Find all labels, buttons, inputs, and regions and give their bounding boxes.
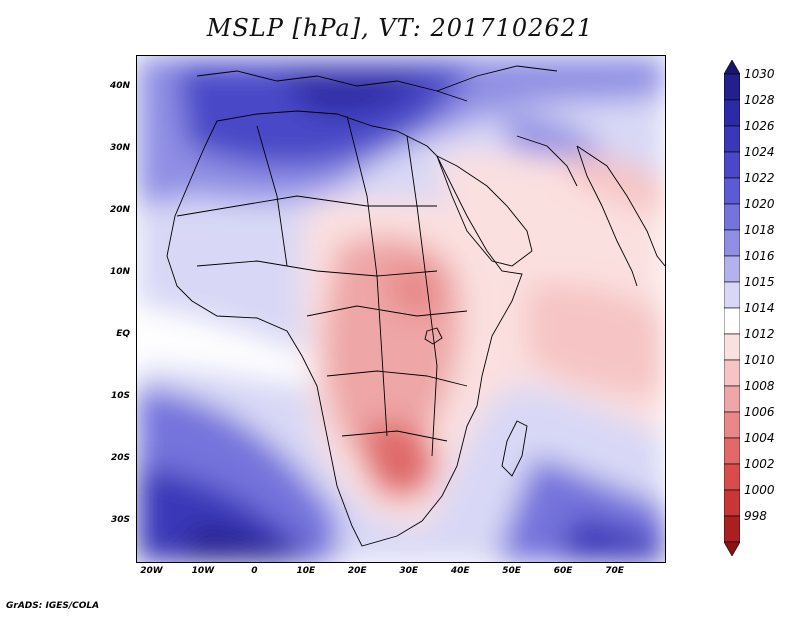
- colorbar-level-label: 1016: [744, 249, 775, 263]
- lat-tick-label: 30N: [109, 142, 130, 153]
- colorbar-level-label: 1010: [744, 353, 775, 367]
- colorbar-level-label: 1026: [744, 119, 775, 133]
- lon-tick-label: 20W: [140, 566, 163, 576]
- mslp-map: [136, 55, 666, 563]
- colorbar-swatch: [724, 463, 740, 491]
- lon-tick-label: 40E: [450, 566, 470, 576]
- colorbar-level-label: 1028: [744, 93, 775, 107]
- colorbar-swatch: [724, 437, 740, 465]
- colorbar-swatch: [724, 333, 740, 361]
- colorbar-swatch: [724, 99, 740, 127]
- colorbar-level-label: 998: [744, 509, 767, 523]
- colorbar-swatch: [724, 125, 740, 153]
- colorbar-swatch: [724, 73, 740, 101]
- lon-tick-label: 70E: [605, 566, 624, 576]
- lat-tick-label: EQ: [116, 328, 130, 339]
- colorbar-level-label: 1015: [744, 275, 775, 289]
- colorbar-swatch: [724, 229, 740, 257]
- colorbar-bottom-arrow: [724, 541, 740, 556]
- colorbar-swatch: [724, 515, 740, 543]
- lon-tick-label: 50E: [502, 566, 521, 576]
- colorbar-swatch: [724, 177, 740, 205]
- colorbar-swatch: [724, 255, 740, 283]
- colorbar-level-label: 1000: [744, 483, 775, 497]
- pressure-shading: [137, 56, 665, 562]
- colorbar-top-arrow: [724, 60, 740, 75]
- colorbar-level-label: 1022: [744, 171, 775, 185]
- mslp-field: [137, 56, 665, 562]
- colorbar-swatch: [724, 281, 740, 309]
- colorbar-level-label: 1008: [744, 379, 775, 393]
- footer-credit: GrADS: IGES/COLA: [6, 601, 100, 611]
- colorbar-level-label: 1024: [744, 145, 775, 159]
- colorbar-level-label: 1014: [744, 301, 775, 315]
- coastlines: [166, 65, 665, 547]
- lat-tick-label: 40N: [109, 80, 130, 91]
- lon-tick-label: 10E: [296, 566, 316, 576]
- lon-tick-label: 60E: [553, 566, 573, 576]
- lat-tick-label: 10S: [110, 390, 130, 401]
- colorbar-swatch: [724, 489, 740, 517]
- colorbar-swatch: [724, 359, 740, 387]
- lon-tick-label: 30E: [399, 566, 419, 576]
- colorbar-level-label: 1006: [744, 405, 775, 419]
- colorbar-level-label: 1012: [744, 327, 775, 341]
- colorbar-swatch: [724, 411, 740, 439]
- colorbar: [724, 60, 740, 556]
- lat-tick-label: 20N: [109, 204, 130, 215]
- map-title: MSLP [hPa], VT: 2017102621: [206, 14, 594, 42]
- colorbar-swatch: [724, 203, 740, 231]
- colorbar-swatch: [724, 151, 740, 179]
- colorbar-level-label: 1020: [744, 197, 775, 211]
- colorbar-level-label: 1030: [744, 67, 775, 81]
- lat-tick-label: 20S: [110, 452, 130, 463]
- lat-tick-label: 10N: [109, 266, 130, 277]
- lon-tick-label: 10W: [191, 566, 215, 576]
- lat-tick-label: 30S: [110, 514, 130, 525]
- lon-tick-label: 0: [251, 566, 258, 576]
- colorbar-swatch: [724, 385, 740, 413]
- lon-tick-label: 20E: [347, 566, 367, 576]
- colorbar-swatch: [724, 307, 740, 335]
- colorbar-level-label: 1018: [744, 223, 775, 237]
- colorbar-level-label: 1002: [744, 457, 775, 471]
- colorbar-level-label: 1004: [744, 431, 775, 445]
